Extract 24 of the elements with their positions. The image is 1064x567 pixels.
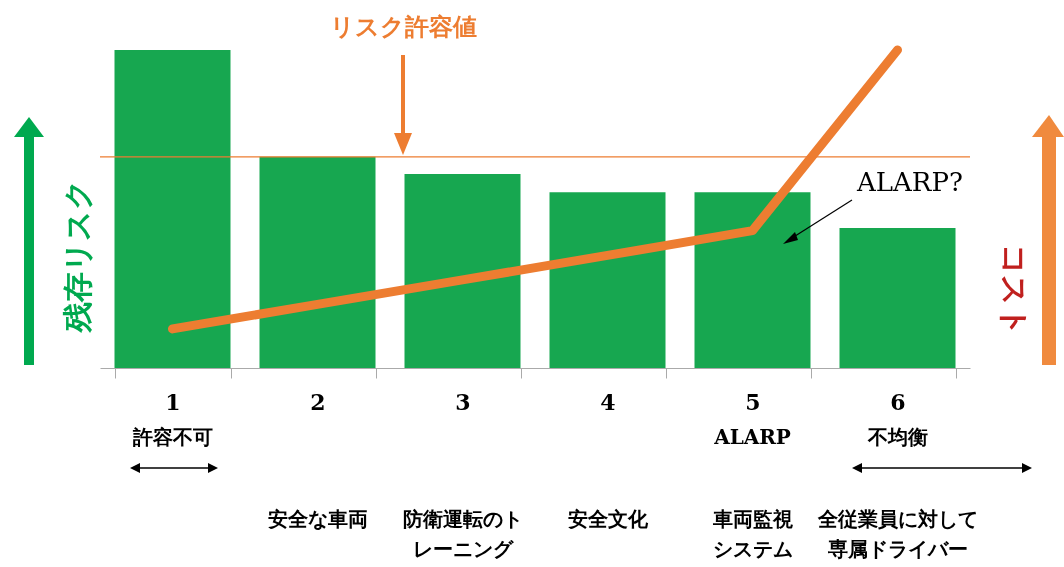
text: 安全文化 xyxy=(567,507,649,531)
bar xyxy=(839,228,956,368)
text: 全従業員に対して専属ドライバー xyxy=(816,507,978,561)
text: 許容不可 xyxy=(131,425,213,449)
text: 車両監視システム xyxy=(711,507,793,561)
x-tick-label: 2 xyxy=(310,388,326,415)
bar xyxy=(404,174,521,368)
annotation: ALARP? xyxy=(856,167,963,197)
text: ALARP xyxy=(713,425,791,449)
ref-line-label: リスク許容値 xyxy=(329,12,477,41)
bar xyxy=(694,192,811,368)
bar xyxy=(259,156,376,368)
text: 安全な車両 xyxy=(267,507,368,531)
bar xyxy=(114,50,231,368)
x-tick-label: 5 xyxy=(745,388,761,415)
text: 不均衡 xyxy=(866,425,928,449)
x-tick-label: 6 xyxy=(890,388,906,415)
y-axis-title: 残存リスク xyxy=(59,179,95,334)
x-tick-label: 3 xyxy=(455,388,471,415)
x-tick-label: 1 xyxy=(165,388,181,415)
bar xyxy=(549,192,666,368)
x-tick-label: 4 xyxy=(600,388,616,415)
y2-axis-title: コスト xyxy=(996,244,1032,337)
text: 防衛運転のトレーニング xyxy=(402,507,523,561)
